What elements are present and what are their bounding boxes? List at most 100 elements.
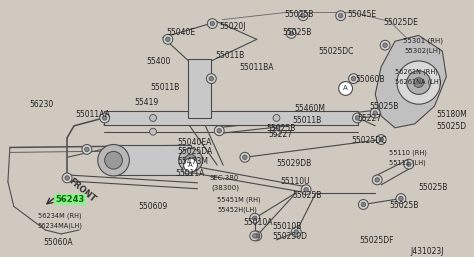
Circle shape xyxy=(207,19,217,29)
Text: (38300): (38300) xyxy=(211,185,239,191)
Circle shape xyxy=(250,213,260,223)
Circle shape xyxy=(185,167,190,171)
Circle shape xyxy=(348,74,358,84)
Circle shape xyxy=(289,31,293,36)
Circle shape xyxy=(286,29,296,38)
Text: 56230: 56230 xyxy=(29,100,54,109)
Circle shape xyxy=(179,149,202,172)
Text: 55011B: 55011B xyxy=(215,51,245,60)
Text: 55010B: 55010B xyxy=(273,222,302,231)
Text: 55025D: 55025D xyxy=(437,122,466,131)
Text: 55227: 55227 xyxy=(269,130,293,139)
Text: 55180M: 55180M xyxy=(437,110,467,119)
Circle shape xyxy=(301,185,311,195)
Text: 55045E: 55045E xyxy=(347,10,377,19)
Text: 55025B: 55025B xyxy=(284,10,314,19)
Text: 55400: 55400 xyxy=(146,57,171,66)
Text: 55111 (LH): 55111 (LH) xyxy=(389,159,426,166)
Circle shape xyxy=(105,151,122,169)
Text: 55301 (RH): 55301 (RH) xyxy=(403,37,443,44)
Circle shape xyxy=(150,115,156,121)
Circle shape xyxy=(85,147,89,152)
Circle shape xyxy=(304,188,308,192)
Circle shape xyxy=(301,14,305,18)
Circle shape xyxy=(407,71,430,94)
Text: 55010A: 55010A xyxy=(243,218,273,227)
Circle shape xyxy=(182,164,192,174)
Text: 55473M: 55473M xyxy=(178,157,209,166)
Text: 55025DC: 55025DC xyxy=(318,47,353,56)
Text: 56261N (RH): 56261N (RH) xyxy=(395,69,438,75)
Text: 55110U: 55110U xyxy=(281,177,310,186)
Circle shape xyxy=(214,126,224,136)
Circle shape xyxy=(376,135,386,144)
Text: 55025DE: 55025DE xyxy=(383,18,418,27)
Text: 55227: 55227 xyxy=(357,114,382,123)
Circle shape xyxy=(372,175,382,185)
Text: 55011BA: 55011BA xyxy=(239,63,273,72)
Bar xyxy=(188,59,211,118)
Text: 55011B: 55011B xyxy=(292,116,321,125)
Text: 55452H(LH): 55452H(LH) xyxy=(217,206,257,213)
Circle shape xyxy=(150,128,156,135)
Circle shape xyxy=(255,234,259,238)
Circle shape xyxy=(358,199,368,209)
Text: 56261NA (LH): 56261NA (LH) xyxy=(395,79,441,85)
Circle shape xyxy=(336,11,346,21)
Circle shape xyxy=(370,108,380,118)
Bar xyxy=(114,145,191,175)
Text: J431023J: J431023J xyxy=(411,247,444,256)
Text: 55025B: 55025B xyxy=(369,102,399,111)
Circle shape xyxy=(185,154,197,166)
Text: 550609: 550609 xyxy=(138,203,167,212)
Circle shape xyxy=(217,128,221,133)
Circle shape xyxy=(273,115,280,121)
Circle shape xyxy=(163,34,173,44)
Circle shape xyxy=(253,234,257,238)
Circle shape xyxy=(102,116,107,120)
Circle shape xyxy=(209,76,213,81)
Circle shape xyxy=(206,74,216,84)
Circle shape xyxy=(339,81,353,95)
Circle shape xyxy=(210,21,215,26)
Circle shape xyxy=(379,137,383,142)
Circle shape xyxy=(292,227,301,237)
Circle shape xyxy=(252,231,262,241)
Circle shape xyxy=(82,144,92,154)
Circle shape xyxy=(404,159,414,169)
Text: 55025B: 55025B xyxy=(419,183,448,192)
Circle shape xyxy=(399,196,403,201)
Circle shape xyxy=(165,37,170,42)
Circle shape xyxy=(355,116,360,120)
Text: 550250D: 550250D xyxy=(273,232,308,241)
Circle shape xyxy=(273,128,280,135)
Text: 55025DC: 55025DC xyxy=(352,136,387,145)
Text: 55040EA: 55040EA xyxy=(178,137,212,146)
Circle shape xyxy=(62,173,72,183)
Circle shape xyxy=(375,178,379,182)
Text: 55011B: 55011B xyxy=(150,82,179,91)
Text: 55025B: 55025B xyxy=(266,124,296,133)
Text: A: A xyxy=(188,162,193,168)
Text: 56243: 56243 xyxy=(55,195,84,204)
Circle shape xyxy=(414,78,424,87)
Circle shape xyxy=(65,176,69,180)
Circle shape xyxy=(98,144,129,176)
Circle shape xyxy=(298,11,308,21)
Circle shape xyxy=(353,113,363,123)
Circle shape xyxy=(250,231,260,241)
Text: 55025B: 55025B xyxy=(389,200,419,209)
Circle shape xyxy=(294,230,299,234)
Text: 55040E: 55040E xyxy=(166,27,195,36)
Text: FRONT: FRONT xyxy=(67,177,98,204)
Circle shape xyxy=(380,40,390,50)
Circle shape xyxy=(351,76,356,81)
Circle shape xyxy=(397,61,440,104)
Text: 55060B: 55060B xyxy=(356,75,385,84)
Text: 56234M (RH): 56234M (RH) xyxy=(37,212,81,219)
Circle shape xyxy=(183,158,198,172)
Text: 55025DF: 55025DF xyxy=(359,236,394,245)
Circle shape xyxy=(338,14,343,18)
Text: 55110 (RH): 55110 (RH) xyxy=(389,149,427,156)
Text: 55025DA: 55025DA xyxy=(178,148,213,157)
